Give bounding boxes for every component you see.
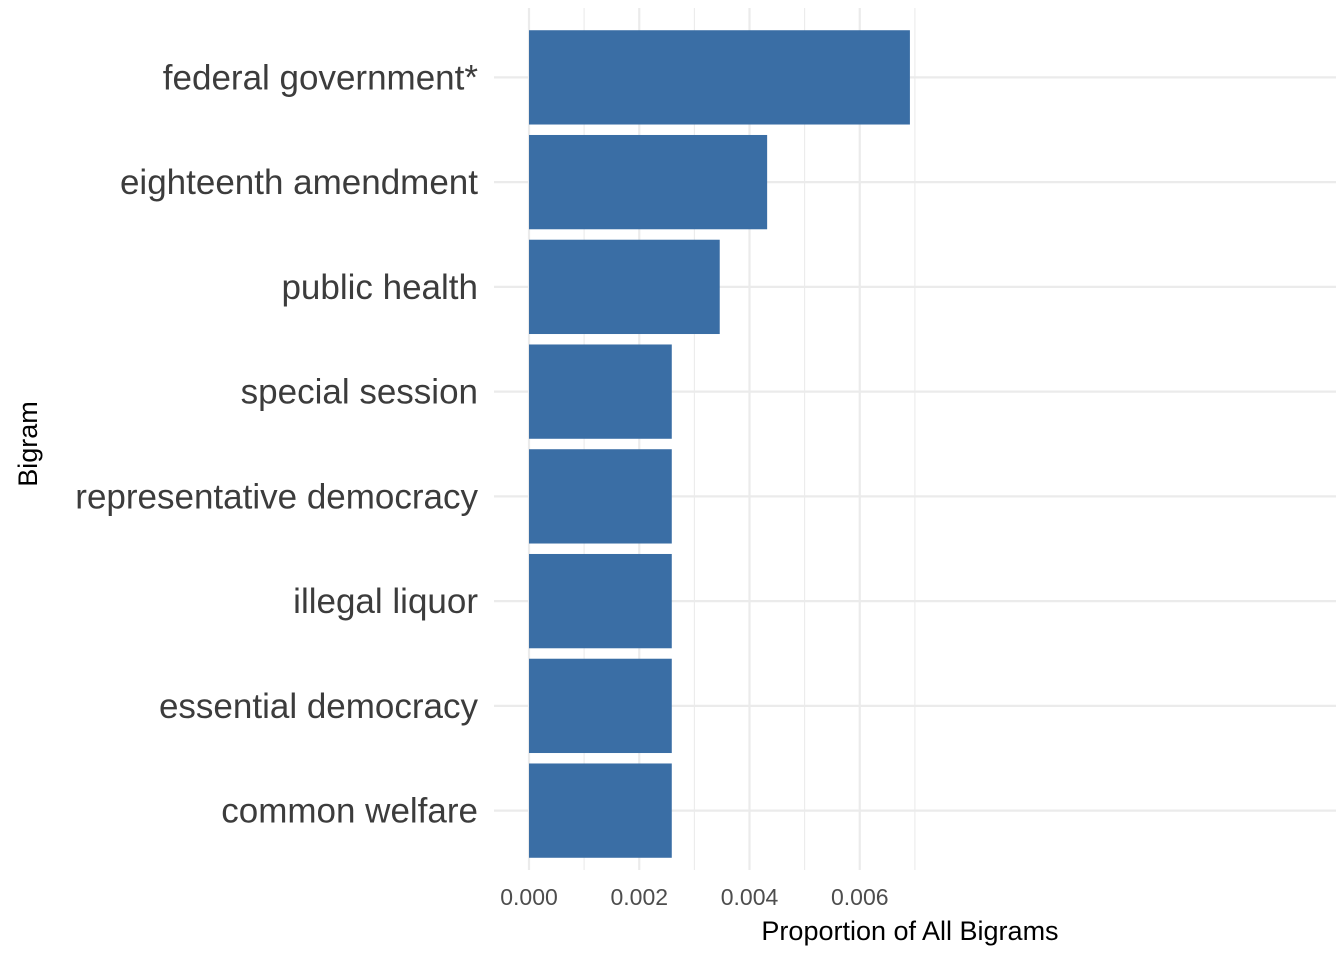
- x-tick-label: 0.006: [831, 884, 889, 910]
- x-axis-title: Proportion of All Bigrams: [761, 916, 1058, 946]
- bar-public-health: [529, 239, 720, 335]
- y-axis-title: Bigram: [13, 401, 43, 487]
- category-label: public health: [281, 268, 478, 307]
- x-tick-label: 0.000: [500, 884, 558, 910]
- bar-common-welfare: [529, 763, 672, 858]
- category-label: eighteenth amendment: [120, 163, 478, 202]
- bar-essential-democracy: [529, 658, 672, 754]
- x-tick-labels: 0.000 0.002 0.004 0.006: [500, 884, 888, 910]
- bar-special-session: [529, 344, 672, 439]
- bar-illegal-liquor: [529, 553, 672, 649]
- x-tick-label: 0.002: [610, 884, 668, 910]
- category-label: common welfare: [221, 792, 478, 831]
- category-labels: federal government* eighteenth amendment p…: [75, 58, 478, 830]
- category-label: representative democracy: [75, 477, 478, 516]
- bars: [529, 30, 910, 858]
- category-label: federal government*: [163, 58, 479, 97]
- category-label: special session: [241, 373, 478, 412]
- category-label: illegal liquor: [293, 582, 478, 621]
- category-label: essential democracy: [159, 687, 479, 726]
- x-tick-label: 0.004: [721, 884, 779, 910]
- bar-eighteenth-amendment: [529, 134, 768, 230]
- bar-representative-democracy: [529, 449, 672, 544]
- bar-federal-government: [529, 30, 910, 125]
